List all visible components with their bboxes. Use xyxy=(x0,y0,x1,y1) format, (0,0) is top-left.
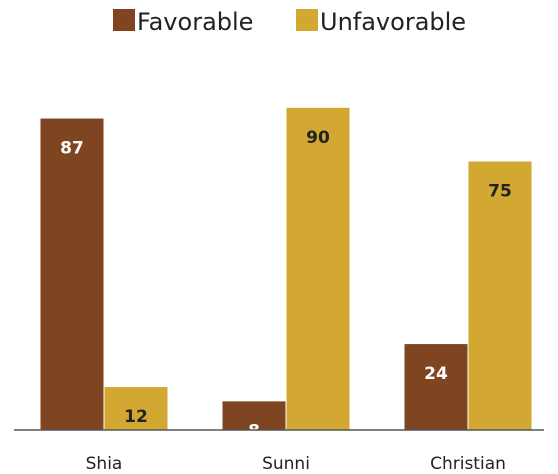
bar-shia-favorable xyxy=(40,118,104,430)
bar-sunni-favorable xyxy=(222,401,286,430)
bar-shia-unfavorable xyxy=(104,387,168,430)
bars-group: 87 12 8 90 24 75 xyxy=(40,107,532,441)
bar-christian-unfavorable xyxy=(468,161,532,430)
data-label-sunni-favorable: 8 xyxy=(248,421,260,441)
category-label-sunni: Sunni xyxy=(262,454,310,474)
legend-label-unfavorable: Unfavorable xyxy=(320,8,466,36)
legend-swatch-favorable xyxy=(113,9,135,31)
category-labels: Shia Sunni Christian xyxy=(86,454,506,474)
bar-christian-favorable xyxy=(404,344,468,430)
legend: Favorable Unfavorable xyxy=(113,8,466,36)
legend-swatch-unfavorable xyxy=(296,9,318,31)
legend-item-favorable: Favorable xyxy=(113,8,253,36)
bar-sunni-unfavorable xyxy=(286,107,350,431)
category-label-shia: Shia xyxy=(86,454,123,474)
legend-item-unfavorable: Unfavorable xyxy=(296,8,466,36)
data-label-shia-favorable: 87 xyxy=(60,139,84,159)
category-label-christian: Christian xyxy=(430,454,506,474)
legend-label-favorable: Favorable xyxy=(137,8,253,36)
data-label-shia-unfavorable: 12 xyxy=(124,407,148,427)
data-label-christian-favorable: 24 xyxy=(424,364,448,384)
data-label-sunni-unfavorable: 90 xyxy=(306,128,330,148)
data-label-christian-unfavorable: 75 xyxy=(488,182,512,202)
